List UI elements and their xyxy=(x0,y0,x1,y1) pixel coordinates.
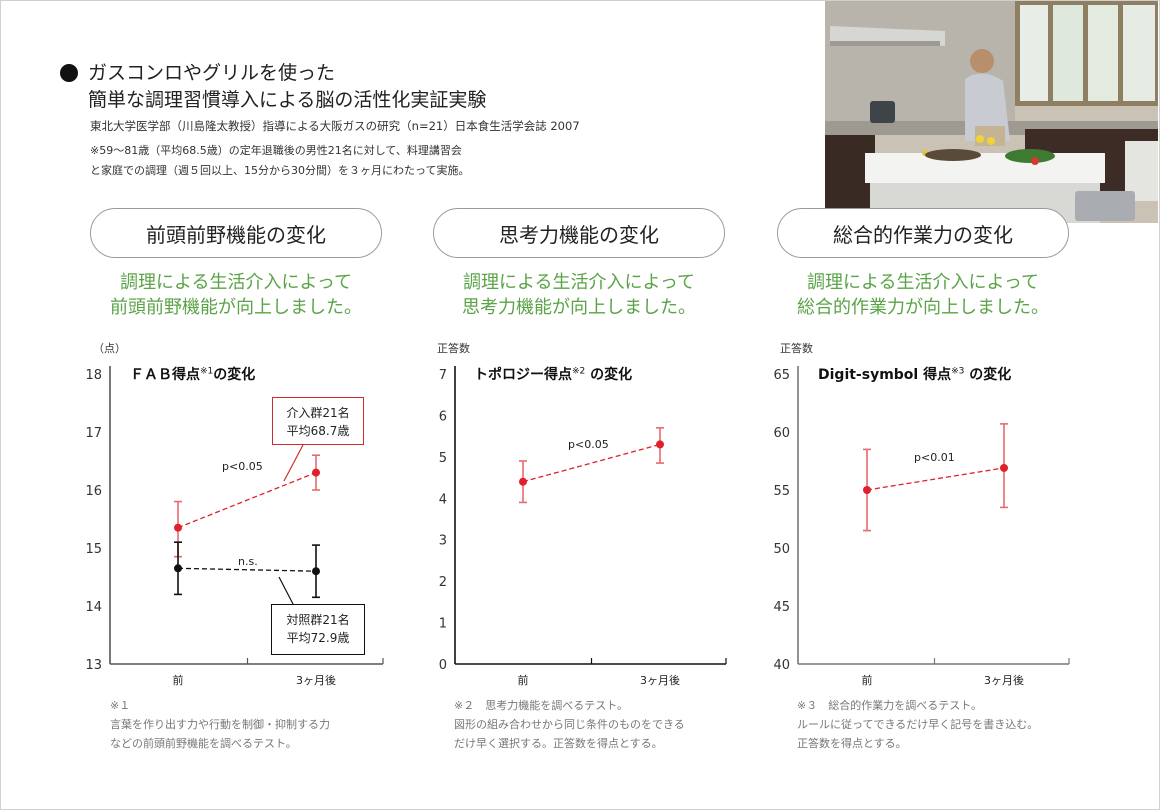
footnote-line2: 図形の組み合わせから同じ条件のものをできる xyxy=(454,718,685,731)
data-point-with-error-bar xyxy=(174,541,182,596)
x-category-label: 3ヶ月後 xyxy=(640,673,680,687)
section-pill-work: 総合的作業力の変化 xyxy=(777,208,1069,258)
lead-line2: 思考力機能が向上しました。 xyxy=(462,297,696,318)
y-tick-label: 5 xyxy=(439,451,447,466)
y-unit-fab: （点） xyxy=(93,342,126,355)
footnote-fab: ※１ 言葉を作り出す力や行動を制御・抑制する力 などの前頭前野機能を調べるテスト… xyxy=(110,696,330,753)
x-category-label: 前 xyxy=(518,673,529,687)
footnote-line1: ※３ 総合的作業力を調べるテスト。 xyxy=(797,699,982,712)
chart-title-fab: ＦＡＢ得点※1の変化 xyxy=(130,364,255,384)
x-category-label: 3ヶ月後 xyxy=(296,673,336,687)
x-category-label: 前 xyxy=(173,673,184,687)
lead-line1: 調理による生活介入によって xyxy=(119,272,353,293)
footnote-line1: ※２ 思考力機能を調べるテスト。 xyxy=(454,699,628,712)
y-unit-digit: 正答数 xyxy=(780,342,813,355)
intervention-group-callout: 介入群21名 平均68.7歳 xyxy=(272,397,364,445)
chart-title-text: ＦＡＢ得点 xyxy=(130,367,200,383)
callout-line2: 平均68.7歳 xyxy=(286,424,350,438)
chart-title-topology: トポロジー得点※2 の変化 xyxy=(474,364,632,384)
y-tick-label: 14 xyxy=(85,600,102,615)
callout-line2: 平均72.9歳 xyxy=(286,631,350,645)
significance-annotation: p<0.05 xyxy=(568,438,609,451)
footnote-line3: 正答数を得点とする。 xyxy=(797,737,907,750)
lead-line1: 調理による生活介入によって xyxy=(462,272,696,293)
lead-thinking: 調理による生活介入によって 思考力機能が向上しました。 xyxy=(429,270,729,320)
y-tick-label: 17 xyxy=(85,426,102,441)
chart-title-suffix: の変化 xyxy=(213,367,256,383)
bullet-icon xyxy=(60,64,78,82)
lead-line2: 前頭前野機能が向上しました。 xyxy=(110,297,362,318)
y-tick-label: 7 xyxy=(439,368,447,383)
x-category-label: 前 xyxy=(862,673,873,687)
study-note-line2: と家庭での調理（週５回以上、15分から30分間）を３ヶ月にわたって実施。 xyxy=(90,164,470,177)
y-tick-label: 4 xyxy=(439,492,447,507)
significance-annotation: n.s. xyxy=(238,555,258,568)
lead-line2: 総合的作業力が向上しました。 xyxy=(797,297,1049,318)
y-tick-label: 55 xyxy=(773,484,790,499)
data-point-with-error-bar xyxy=(519,460,527,504)
x-category-label: 3ヶ月後 xyxy=(984,673,1024,687)
chart-title-suffix: の変化 xyxy=(585,367,633,383)
study-note-line1: ※59〜81歳（平均68.5歳）の定年退職後の男性21名に対して、料理講習会 xyxy=(90,144,462,157)
footnote-line2: ルールに従ってできるだけ早く記号を書き込む。 xyxy=(797,718,1039,731)
lead-frontal: 調理による生活介入によって 前頭前野機能が向上しました。 xyxy=(86,270,386,320)
significance-annotation: p<0.01 xyxy=(914,451,955,464)
section-pill-thinking: 思考力機能の変化 xyxy=(433,208,725,258)
y-tick-label: 3 xyxy=(439,534,447,549)
footnote-line3: などの前頭前野機能を調べるテスト。 xyxy=(110,737,297,750)
chart-title-text: Digit-symbol 得点 xyxy=(818,367,952,383)
kitchen-photo xyxy=(825,1,1158,223)
y-tick-label: 16 xyxy=(85,484,102,499)
footnote-line2: 言葉を作り出す力や行動を制御・抑制する力 xyxy=(110,718,330,731)
control-group-callout: 対照群21名 平均72.9歳 xyxy=(271,604,365,655)
lead-line1: 調理による生活介入によって xyxy=(806,272,1040,293)
footnote-line1: ※１ xyxy=(110,699,131,712)
significance-annotation: p<0.05 xyxy=(222,460,263,473)
data-point-with-error-bar xyxy=(656,427,664,464)
chart-title-footnote-mark: ※2 xyxy=(572,366,586,377)
y-tick-label: 13 xyxy=(85,658,102,673)
data-point-with-error-bar xyxy=(863,448,871,532)
footnote-line3: だけ早く選択する。正答数を得点とする。 xyxy=(454,737,663,750)
chart-title-digit: Digit-symbol 得点※3 の変化 xyxy=(818,364,1011,384)
chart-title-text: トポロジー得点 xyxy=(474,367,572,383)
y-tick-label: 0 xyxy=(439,658,447,673)
footnote-digit: ※３ 総合的作業力を調べるテスト。 ルールに従ってできるだけ早く記号を書き込む。… xyxy=(797,696,1038,753)
section-pill-frontal: 前頭前野機能の変化 xyxy=(90,208,382,258)
data-point-with-error-bar xyxy=(312,454,320,491)
footnote-topology: ※２ 思考力機能を調べるテスト。 図形の組み合わせから同じ条件のものをできる だ… xyxy=(454,696,685,753)
data-point-with-error-bar xyxy=(1000,423,1008,509)
page-title-line1: ガスコンロやグリルを使った xyxy=(88,62,336,84)
lead-work: 調理による生活介入によって 総合的作業力が向上しました。 xyxy=(773,270,1073,320)
y-unit-topology: 正答数 xyxy=(437,342,470,355)
y-tick-label: 50 xyxy=(773,542,790,557)
data-point-with-error-bar xyxy=(312,544,320,599)
y-tick-label: 40 xyxy=(773,658,790,673)
y-tick-label: 18 xyxy=(85,368,102,383)
y-tick-label: 1 xyxy=(439,617,447,632)
callout-line1: 介入群21名 xyxy=(286,406,350,420)
y-tick-label: 65 xyxy=(773,368,790,383)
y-tick-label: 45 xyxy=(773,600,790,615)
chart-title-footnote-mark: ※3 xyxy=(951,366,965,377)
page-title-line2: 簡単な調理習慣導入による脳の活性化実証実験 xyxy=(88,89,487,111)
chart-title-footnote-mark: ※1 xyxy=(200,366,214,377)
y-tick-label: 15 xyxy=(85,542,102,557)
kitchen-photo-illustration xyxy=(825,1,1158,223)
callout-line1: 対照群21名 xyxy=(286,613,350,627)
y-tick-label: 6 xyxy=(439,409,447,424)
y-tick-label: 60 xyxy=(773,426,790,441)
y-tick-label: 2 xyxy=(439,575,447,590)
study-source: 東北大学医学部（川島隆太教授）指導による大阪ガスの研究（n=21）日本食生活学会… xyxy=(90,119,580,133)
chart-title-suffix: の変化 xyxy=(964,367,1012,383)
